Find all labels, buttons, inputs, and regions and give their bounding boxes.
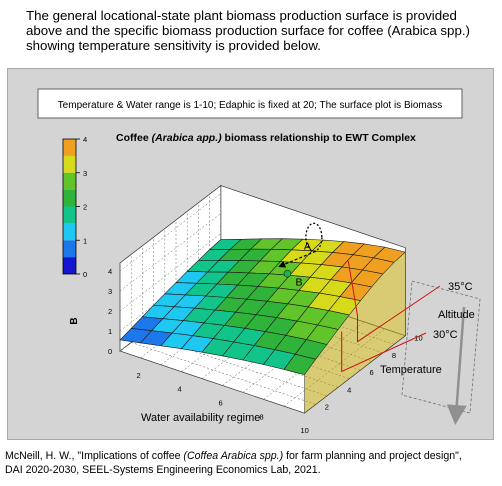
z-tick-label-0: 0 [108,347,112,356]
y-tick-label-4: 10 [414,334,422,343]
floor-grid-y [131,342,316,405]
altitude-temperature-guide [341,261,481,425]
temp-low-label: 30°C [433,329,458,341]
chart-title-suffix: biomass relationship to EWT Complex [222,132,416,144]
z-tick-label-2: 2 [108,307,112,316]
biomass-surface [119,238,406,414]
z-axis-label: B [69,317,80,324]
y-tick-label-3: 8 [392,351,396,360]
x-tick-label-4: 10 [301,426,309,435]
x-tick-label-3: 8 [260,412,264,421]
floor-grid-y [119,350,305,414]
y-tick-label-0: 2 [325,403,329,412]
altitude-arrow [446,306,467,425]
z-tick-label-1: 1 [108,327,112,336]
citation-italic: (Coffea Arabica spp.) [183,450,284,462]
color-scale-bar: 0 1 2 3 4 [62,135,87,279]
tick-labels: 2 4 6 8 10 2 4 6 8 10 0 1 2 3 4 [108,267,423,435]
info-box [37,88,463,119]
x-tick-label-1: 4 [178,385,182,394]
surface-plot: Temperature & Water range is 1-10; Edaph… [37,88,481,435]
altitude-label: Altitude [438,309,475,321]
citation-line-2: DAI 2020-2030, SEEL-Systems Engineering … [5,464,321,476]
chart-title: Coffee (Arabica app.) biomass relationsh… [116,132,416,144]
citation-caption: McNeill, H. W., "Implications of coffee … [5,449,495,477]
annotation-layer: AB [278,222,323,289]
temp-low-line [341,331,427,373]
info-box-text: Temperature & Water range is 1-10; Edaph… [58,100,443,111]
altitude-dashed-box [401,280,481,414]
color-band-3 [63,206,76,224]
point-b-marker [283,269,292,278]
x-tick-label-2: 6 [219,399,223,408]
chart-title-italic: (Arabica app.) [152,132,223,144]
citation-line-1: McNeill, H. W., "Implications of coffee … [5,449,495,463]
color-tick-label-4: 4 [83,135,87,144]
x-tick-label-0: 2 [137,371,141,380]
x-axis-label: Water availability regime [141,412,260,424]
color-tick-label-2: 2 [83,203,87,212]
color-tick-label-1: 1 [83,236,87,245]
z-tick-label-4: 4 [108,267,112,276]
y-tick-label-1: 4 [347,385,351,394]
surface-side-edge [304,251,406,414]
citation-suffix: for farm planning and project design", [283,450,462,462]
color-tick-label-3: 3 [83,169,87,178]
color-band-6 [63,155,76,173]
y-tick-label-2: 6 [370,368,374,377]
intro-text: The general locational-state plant bioma… [26,8,470,53]
y-axis-label: Temperature [380,364,442,376]
chart-title-prefix: Coffee [116,132,152,144]
dashed-loop [305,222,323,252]
wall-grid-z [119,193,221,272]
color-band-2 [63,223,76,241]
color-band-5 [63,172,76,190]
color-band-4 [63,189,76,207]
temp-high-line [347,261,441,343]
color-band-7 [63,139,76,156]
color-band-1 [63,240,76,258]
wall-grid-z [119,233,221,312]
transition-arrow [278,250,317,268]
wall-grid-z [119,213,221,292]
point-a-label: A [304,240,311,252]
chart-panel: Temperature & Water range is 1-10; Edaph… [7,68,494,440]
color-tick-label-0: 0 [83,270,87,279]
z-tick-label-3: 3 [108,287,112,296]
color-band-0 [63,257,76,274]
temp-high-label: 35°C [448,281,473,293]
citation-prefix: McNeill, H. W., "Implications of coffee [5,450,184,462]
point-b-label: B [295,277,302,289]
